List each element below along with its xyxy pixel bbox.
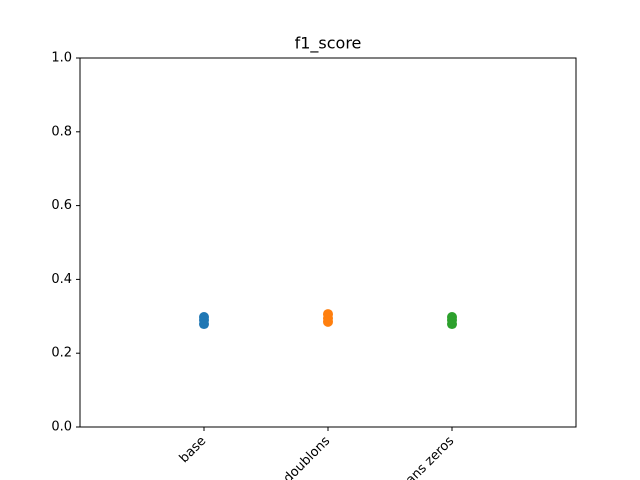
y-tick-label: 0.2 <box>51 346 72 361</box>
x-tick-label: sans zeros <box>398 434 457 480</box>
point <box>447 319 457 330</box>
point <box>323 316 333 327</box>
y-tick-label: 1.0 <box>51 51 72 66</box>
y-tick-label: 0.8 <box>51 124 72 139</box>
y-tick-label: 0.0 <box>51 420 72 435</box>
chart-title: f1_score <box>295 34 362 54</box>
y-tick-label: 0.4 <box>51 272 72 287</box>
x-tick-label: base <box>177 434 210 467</box>
point <box>199 319 209 330</box>
x-tick-label: sans doublons <box>257 434 334 480</box>
y-tick-label: 0.6 <box>51 198 72 213</box>
plot-frame <box>79 57 577 428</box>
